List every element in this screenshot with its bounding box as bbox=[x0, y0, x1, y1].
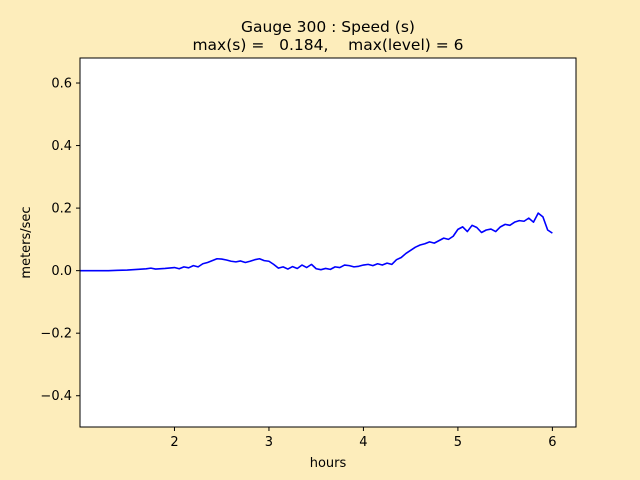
y-tick-label: −0.4 bbox=[40, 389, 72, 404]
x-tick-label: 3 bbox=[265, 435, 273, 450]
chart-title-line1: Gauge 300 : Speed (s) bbox=[241, 18, 415, 36]
plot-area bbox=[80, 58, 576, 427]
y-tick-label: 0.6 bbox=[51, 77, 72, 92]
y-tick-label: −0.2 bbox=[40, 327, 72, 342]
plot-frame bbox=[79, 57, 577, 428]
y-tick-label: 0.2 bbox=[51, 202, 72, 217]
chart-title-line2: max(s) = 0.184, max(level) = 6 bbox=[192, 36, 463, 54]
x-tick-label: 5 bbox=[454, 435, 462, 450]
series-layer bbox=[80, 212, 553, 272]
y-tick-label: 0.0 bbox=[51, 264, 72, 279]
y-axis: −0.4 −0.2 0.0 0.2 0.4 0.6 bbox=[40, 77, 80, 404]
x-tick-label: 6 bbox=[548, 435, 556, 450]
x-tick-label: 4 bbox=[359, 435, 367, 450]
x-axis-label: hours bbox=[310, 456, 347, 471]
y-axis-label: meters/sec bbox=[19, 206, 34, 278]
x-axis: 2 3 4 5 6 bbox=[170, 427, 557, 450]
x-tick-label: 2 bbox=[170, 435, 178, 450]
y-tick-label: 0.4 bbox=[51, 139, 72, 154]
speed-series-line bbox=[80, 212, 553, 272]
